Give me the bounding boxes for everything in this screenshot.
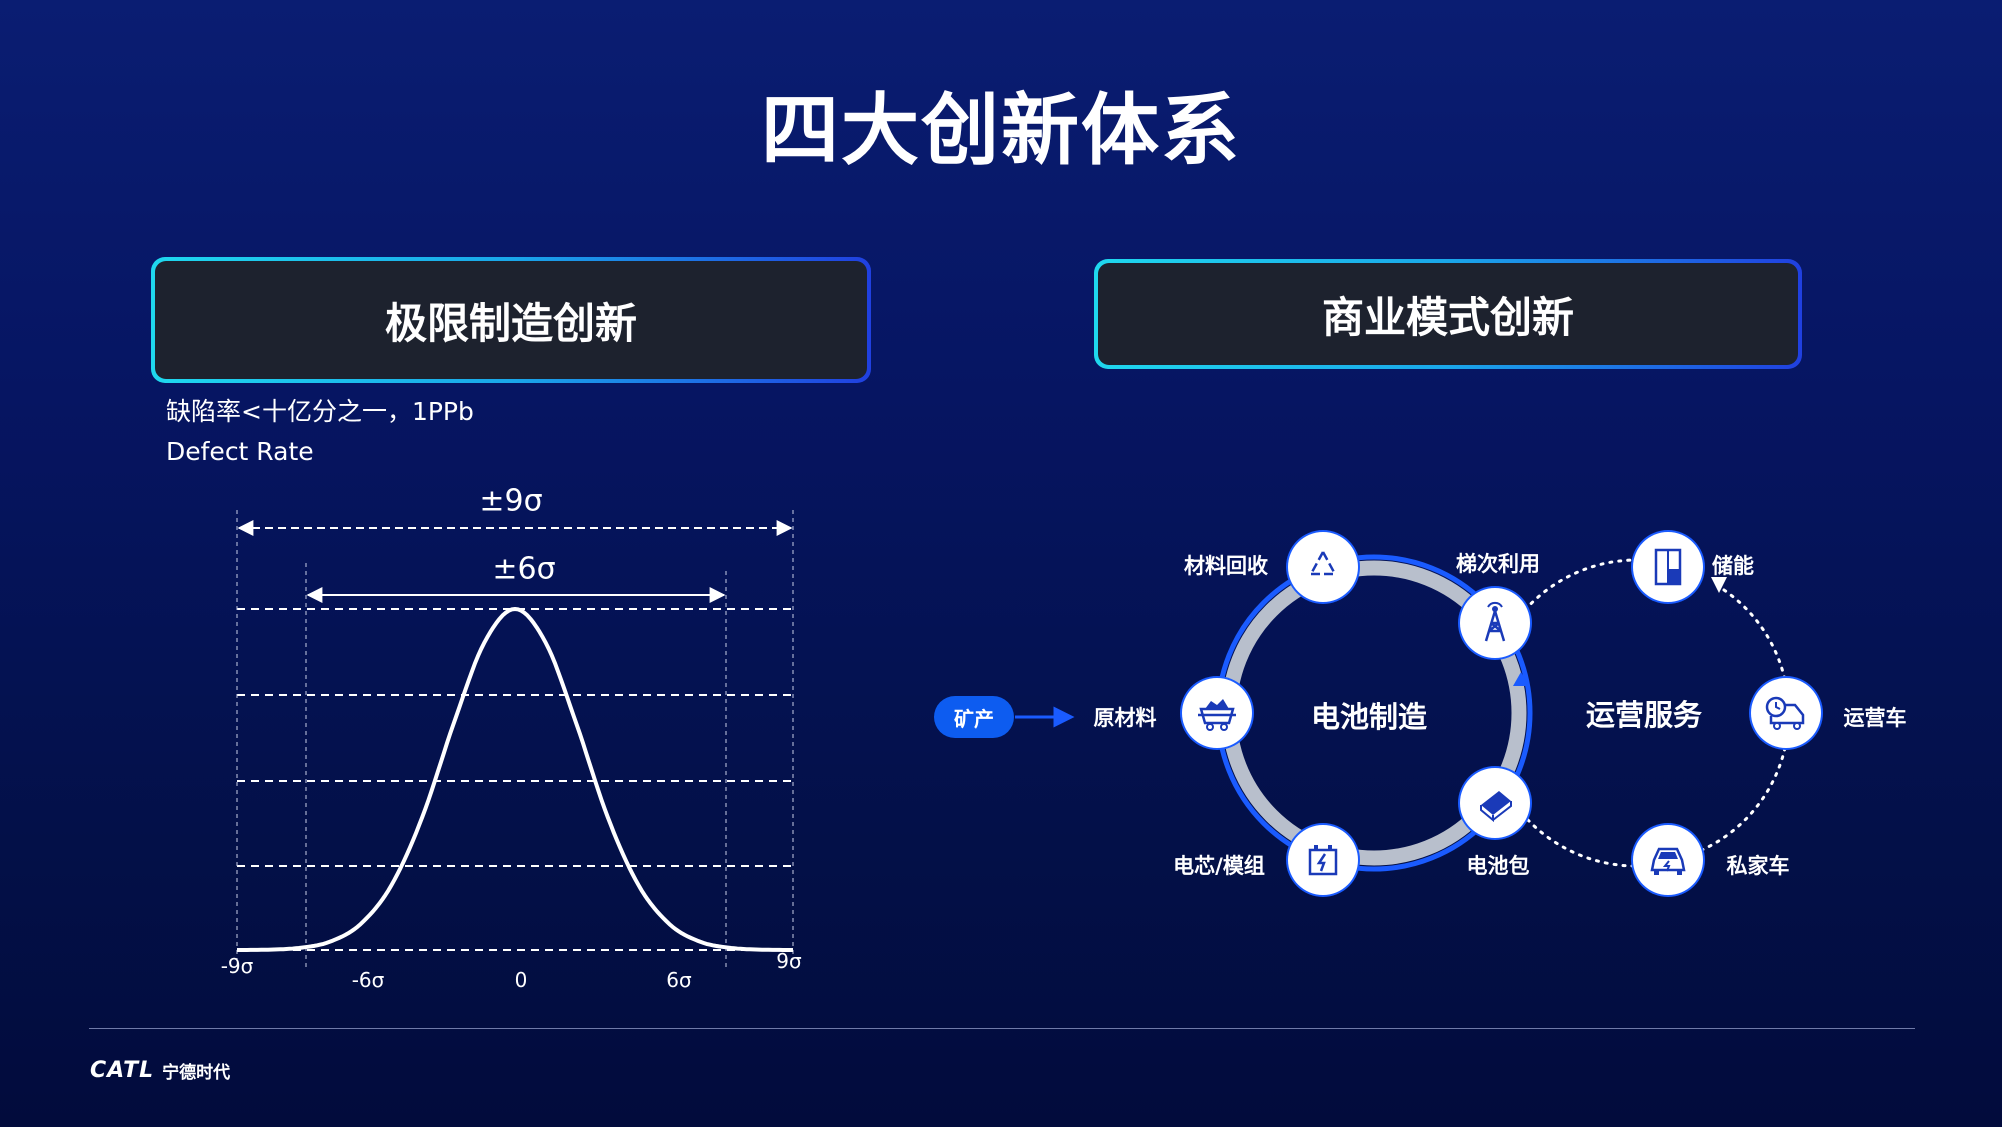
battery-pack-icon [1480, 791, 1512, 823]
logo-en: CATL [90, 1058, 155, 1083]
node-label: 电池包 [1466, 854, 1530, 878]
defect-rate-cn: 缺陷率<十亿分之一，1PPb [166, 397, 474, 426]
sigma-lines [236, 510, 794, 968]
cell-module-node [1288, 825, 1358, 895]
business-model-panel: 商业模式创新 [1094, 259, 1802, 369]
private-car-node [1633, 825, 1703, 895]
node-label: 运营车 [1843, 706, 1907, 730]
delivery-truck-icon [1765, 696, 1805, 730]
minerals-pill: 矿产 [934, 696, 1014, 738]
extreme-manufacturing-panel: 极限制造创新 [151, 257, 871, 383]
x-tick-label: -9σ [220, 954, 254, 978]
dotted-path [1526, 818, 1636, 868]
dotted-path [1523, 558, 1642, 612]
battery-pack-node [1460, 768, 1530, 838]
ring-arrowhead [1513, 672, 1529, 686]
recycle-icon [1309, 551, 1337, 576]
node-label: 材料回收 [1184, 554, 1268, 578]
logo-cn: 宁德时代 [162, 1063, 231, 1083]
node-label: 储能 [1712, 554, 1754, 578]
grid-lines [237, 608, 793, 951]
x-tick-label: 0 [514, 968, 528, 992]
dotted-path [1700, 746, 1787, 852]
page-title: 四大创新体系 [760, 86, 1241, 176]
car-icon [1650, 847, 1686, 875]
energy-storage-icon [1654, 548, 1682, 586]
x-tick-label: -6σ [351, 968, 385, 992]
storage-arrowhead [1711, 577, 1727, 593]
signal-tower-icon [1484, 601, 1506, 642]
raw-material-node [1182, 678, 1252, 748]
node-label: 原材料 [1093, 706, 1157, 730]
x-tick-label: 6σ [666, 968, 692, 992]
node-label: 梯次利用 [1456, 552, 1540, 576]
energy-storage-node [1633, 532, 1703, 602]
second-life-node [1460, 588, 1530, 658]
battery-manufacturing-label: 电池制造 [1310, 700, 1428, 734]
operation-vehicle-node [1751, 678, 1821, 748]
catl-logo: CATL 宁德时代 [90, 1058, 230, 1083]
node-label: 电芯/模组 [1173, 854, 1265, 878]
x-tick-label: 9σ [776, 949, 802, 973]
operation-service-label: 运营服务 [1585, 698, 1703, 732]
nine-sigma-label: ±9σ [479, 483, 543, 519]
defect-rate-en: Defect Rate [166, 437, 314, 466]
battery-cell-icon [1308, 845, 1338, 876]
six-sigma-label: ±6σ [492, 551, 556, 587]
node-label: 私家车 [1726, 854, 1790, 878]
footer-divider [89, 1028, 1915, 1029]
panel-heading: 商业模式创新 [1098, 263, 1798, 365]
mine-cart-icon [1198, 699, 1236, 731]
panel-heading: 极限制造创新 [155, 261, 867, 379]
dotted-path [1722, 588, 1787, 682]
recycle-node [1288, 532, 1358, 602]
